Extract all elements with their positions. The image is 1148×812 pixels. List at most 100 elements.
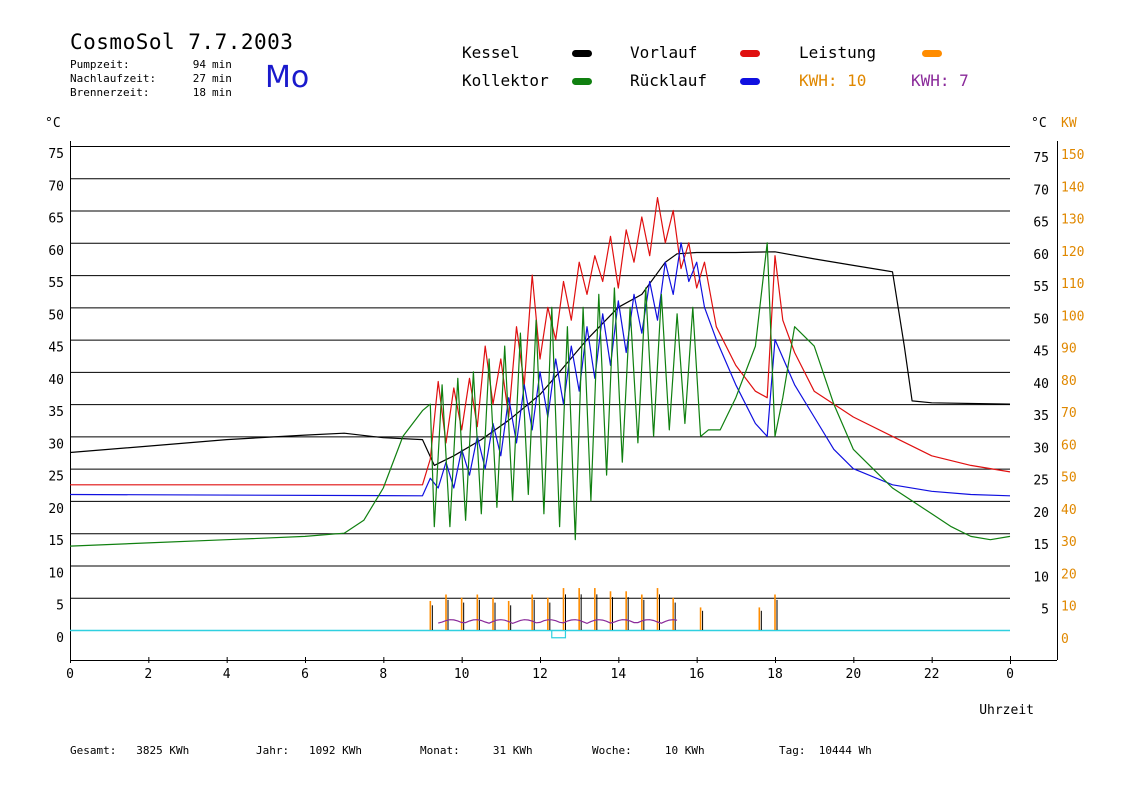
x-tick-label: 0 [1006,667,1014,682]
legend-swatch-kollektor [572,78,592,85]
series-line-rcklauf [69,242,1011,497]
y-tick-label-left: 25 [48,470,64,485]
series-line-vorlauf [70,197,1011,486]
y-tick-label-kw: 130 [1061,213,1084,228]
kwh-purple-value: 7 [959,71,969,90]
baseline-notch [551,630,567,639]
y-tick-label-left: 65 [48,212,64,227]
stat-value: 94 [192,58,206,71]
y-tick-label-right: 45 [1033,345,1049,360]
y-tick-label-right: 75 [1033,151,1049,166]
weekday-label: Mo [265,60,310,95]
y-tick-label-right: 5 [1041,603,1049,618]
y-tick-label-kw: 80 [1061,374,1077,389]
legend-kollektor: Kollektor [462,71,549,90]
x-tick-label: 4 [223,667,231,682]
y-tick-label-left: 70 [48,179,64,194]
x-tick-label: 6 [301,667,309,682]
footer-monat: Monat: 31 KWh [420,744,533,757]
footer-label: Tag: [779,744,806,757]
y-tick-label-left: 60 [48,244,64,259]
x-tick-label: 8 [379,667,387,682]
legend-vorlauf: Vorlauf [630,43,698,62]
footer-label: Monat: [420,744,460,757]
x-tick-label: 22 [924,667,940,682]
y-axis-unit-right: °C [1031,116,1047,131]
y-tick-label-kw: 30 [1061,535,1077,550]
legend-swatch-ruecklauf [740,78,760,85]
stat-nachlaufzeit: Nachlaufzeit: 27 min [70,72,232,85]
footer-jahr: Jahr: 1092 KWh [256,744,362,757]
y-tick-label-right: 65 [1033,216,1049,231]
x-axis-label: Uhrzeit [979,703,1034,718]
footer-value: 3825 KWh [136,744,190,757]
stat-unit: min [212,86,232,99]
y-tick-label-kw: 70 [1061,406,1077,421]
footer-value: 31 KWh [492,744,533,757]
footer-value: 10444 Wh [818,744,872,757]
footer-tag: Tag: 10444 Wh [779,744,872,757]
y-tick-label-right: 15 [1033,538,1049,553]
y-tick-label-right: 50 [1033,312,1049,327]
kwh-orange-label: KWH: [799,71,838,90]
y-tick-label-kw: 10 [1061,600,1077,615]
kwh-orange-value: 10 [847,71,867,90]
stat-label: Pumpzeit: [70,58,130,71]
footer-label: Woche: [592,744,632,757]
x-tick-label: 16 [689,667,705,682]
y-tick-label-right: 70 [1033,183,1049,198]
y-axis-unit-kw: KW [1061,116,1077,131]
x-tick-label: 10 [454,667,470,682]
y-tick-label-kw: 0 [1061,632,1069,647]
legend-kessel: Kessel [462,43,520,62]
x-tick-label: 14 [611,667,627,682]
footer-gesamt: Gesamt: 3825 KWh [70,744,189,757]
stat-value: 27 [192,72,206,85]
y-tick-label-left: 0 [56,631,64,646]
y-tick-label-right: 60 [1033,248,1049,263]
kwh-purple-trace [438,619,678,625]
y-tick-label-kw: 100 [1061,309,1084,324]
stat-unit: min [212,72,232,85]
x-tick-label: 2 [144,667,152,682]
y-tick-label-left: 5 [56,599,64,614]
y-tick-label-left: 55 [48,276,64,291]
legend-swatch-kessel [572,50,592,57]
y-tick-label-kw: 120 [1061,245,1084,260]
temperature-chart: °C °C KW7570656055504540353025201510507570… [45,116,1084,718]
label-layer: °C °C KW7570656055504540353025201510507570… [45,116,1084,718]
y-tick-label-right: 25 [1033,474,1049,489]
grid-layer [70,146,1010,631]
y-axis-unit-left: °C [45,116,61,131]
footer-value: 10 KWh [664,744,705,757]
y-tick-label-kw: 40 [1061,503,1077,518]
stat-label: Brennerzeit: [70,86,150,99]
series-layer [69,197,1011,639]
kwh-orange: KWH: 10 [799,71,866,90]
y-tick-label-right: 30 [1033,441,1049,456]
legend-swatch-vorlauf [740,50,760,57]
y-tick-label-left: 15 [48,534,64,549]
stat-brennerzeit: Brennerzeit: 18 min [70,86,232,99]
y-tick-label-right: 20 [1033,506,1049,521]
footer-value: 1092 KWh [309,744,362,757]
legend-leistung: Leistung [799,43,877,62]
y-tick-label-right: 35 [1033,409,1049,424]
series-line-kessel [69,251,1011,466]
footer-label: Jahr: [256,744,290,757]
y-tick-label-left: 50 [48,308,64,323]
y-tick-label-kw: 140 [1061,180,1084,195]
y-tick-label-right: 40 [1033,377,1049,392]
stat-label: Nachlaufzeit: [70,72,157,85]
footer-woche: Woche: 10 KWh [592,744,705,757]
y-tick-label-kw: 90 [1061,342,1077,357]
y-tick-label-left: 20 [48,502,64,517]
y-tick-label-left: 75 [48,147,64,162]
stat-unit: min [212,58,232,71]
x-tick-label: 18 [767,667,783,682]
legend-swatch-leistung [922,50,942,57]
y-tick-label-left: 40 [48,373,64,388]
y-tick-label-kw: 60 [1061,438,1077,453]
x-tick-label: 20 [846,667,862,682]
series-line-kollektor [69,242,1011,547]
